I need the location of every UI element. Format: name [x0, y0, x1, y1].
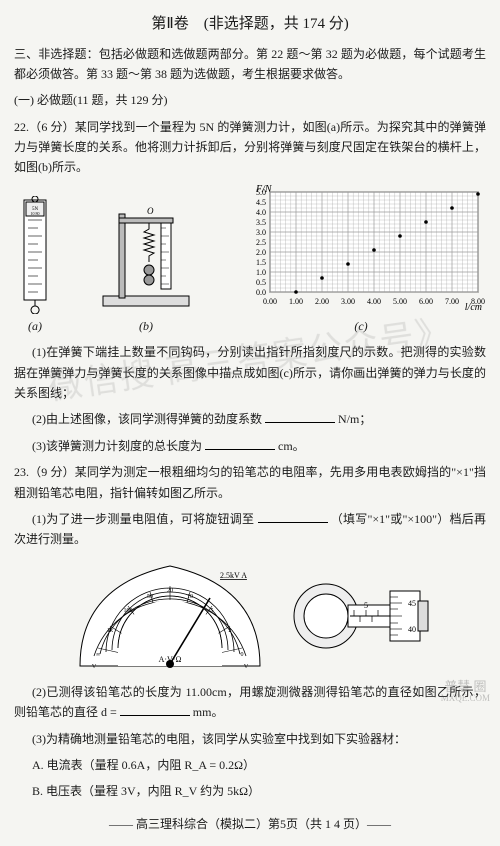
spring-scale-diagram: 5N 10 80	[14, 196, 56, 314]
figure-c-caption: (c)	[354, 316, 367, 336]
svg-text:2.0: 2.0	[256, 248, 266, 257]
q23-stem: 23.（9 分）某同学为测定一根粗细均匀的铅笔芯的电阻率，先用多用电表欧姆挡的"…	[14, 462, 486, 503]
part-1-header: (一) 必做题(11 题，共 129 分)	[14, 90, 486, 110]
q23-p2-blank[interactable]	[120, 703, 190, 716]
svg-text:4.0: 4.0	[256, 208, 266, 217]
svg-text:2: 2	[229, 628, 232, 634]
q23-p1-blank[interactable]	[258, 510, 328, 523]
svg-text:l/cm: l/cm	[465, 302, 482, 313]
svg-text:3.00: 3.00	[341, 297, 355, 306]
svg-text:1.0: 1.0	[256, 268, 266, 277]
svg-text:1.00: 1.00	[289, 297, 303, 306]
svg-text:0: 0	[241, 652, 244, 658]
svg-text:2.5kV A: 2.5kV A	[220, 571, 247, 580]
q23-p1: (1)为了进一步测量电阻值，可将旋钮调至 （填写"×1"或"×100"）档后再次…	[14, 509, 486, 550]
figure-c-cell: 0.00.51.01.52.02.53.03.54.04.55.00.001.0…	[236, 184, 486, 336]
q22-stem: 22.（6 分）某同学找到一个量程为 5N 的弹簧测力计，如图(a)所示。为探究…	[14, 117, 486, 178]
paper-title: 第Ⅱ卷 (非选择题，共 174 分)	[14, 12, 486, 38]
svg-text:100: 100	[124, 608, 133, 614]
figure-b-caption: (b)	[139, 316, 153, 336]
svg-text:45: 45	[408, 599, 416, 608]
svg-text:7.00: 7.00	[445, 297, 459, 306]
q23-p2: (2)已测得该铅笔芯的长度为 11.00cm，用螺旋测微器测得铅笔芯的直径如图乙…	[14, 682, 486, 723]
figure-a-caption: (a)	[28, 316, 42, 336]
svg-text:O: O	[147, 206, 154, 216]
q23-item-b: B. 电压表（量程 3V，内阻 R_V 约为 5kΩ）	[14, 781, 486, 801]
q23-item-a: A. 电流表（量程 0.6A，内阻 R_A = 0.2Ω）	[14, 755, 486, 775]
svg-text:0.0: 0.0	[256, 288, 266, 297]
svg-text:0.5: 0.5	[256, 278, 266, 287]
svg-text:A·V·Ω: A·V·Ω	[159, 655, 182, 664]
svg-text:3.0: 3.0	[256, 228, 266, 237]
svg-text:V: V	[92, 664, 97, 670]
svg-text:5: 5	[364, 601, 368, 610]
svg-text:5: 5	[211, 608, 214, 614]
q22-p3-b: cm。	[278, 439, 305, 453]
q22-p3-blank[interactable]	[205, 437, 275, 450]
svg-text:4.5: 4.5	[256, 198, 266, 207]
svg-text:F/N: F/N	[255, 184, 273, 195]
svg-text:2.5: 2.5	[256, 238, 266, 247]
svg-text:2.00: 2.00	[315, 297, 329, 306]
figure-b-cell: O (b)	[91, 196, 201, 336]
svg-text:50: 50	[147, 594, 153, 600]
q22-p2-a: (2)由上述图像，该同学测得弹簧的劲度系数	[32, 412, 265, 426]
svg-text:10: 10	[187, 594, 193, 600]
q22-p2-b: N/m；	[338, 412, 371, 426]
svg-text:V: V	[244, 664, 249, 670]
section-3-instructions: 三、非选择题：包括必做题和选做题两部分。第 22 题～第 32 题为必做题，每个…	[14, 44, 486, 85]
svg-text:3.5: 3.5	[256, 218, 266, 227]
q23-p3: (3)为精确地测量铅笔芯的电阻，该同学从实验室中找到如下实验器材：	[14, 729, 486, 749]
q23-p2-b: mm。	[193, 705, 224, 719]
force-length-chart: 0.00.51.01.52.02.53.03.54.04.55.00.001.0…	[236, 184, 486, 314]
q22-figure-row: 5N 10 80 (a) O	[14, 184, 486, 336]
q22-p2-blank[interactable]	[265, 410, 335, 423]
svg-text:1k: 1k	[107, 628, 113, 634]
micrometer-diagram: 5 45 40	[290, 561, 430, 671]
svg-text:40: 40	[408, 625, 416, 634]
svg-text:1.5: 1.5	[256, 258, 266, 267]
svg-text:6.00: 6.00	[419, 297, 433, 306]
svg-text:10 80: 10 80	[31, 211, 40, 216]
svg-text:0.00: 0.00	[263, 297, 277, 306]
svg-text:4.00: 4.00	[367, 297, 381, 306]
figure-a-cell: 5N 10 80 (a)	[14, 196, 56, 336]
q22-p3: (3)该弹簧测力计刻度的总长度为 cm。	[14, 436, 486, 456]
q22-p1: (1)在弹簧下端挂上数量不同钩码，分别读出指针所指刻度尺的示数。把测得的实验数据…	[14, 342, 486, 403]
q23-instrument-row: 2.5kV A A·V·Ω ∞ 0 1k 100 50 20 10 5 2 V V 5	[14, 556, 486, 676]
q23-p1-a: (1)为了进一步测量电阻值，可将旋钮调至	[32, 512, 258, 526]
svg-text:∞: ∞	[96, 652, 100, 658]
svg-text:20: 20	[167, 588, 173, 594]
q23-p2-a: (2)已测得该铅笔芯的长度为 11.00cm，用螺旋测微器测得铅笔芯的直径如图乙…	[14, 685, 486, 719]
multimeter-diagram: 2.5kV A A·V·Ω ∞ 0 1k 100 50 20 10 5 2 V V	[70, 556, 270, 676]
page-footer: —— 高三理科综合（模拟二）第5页（共 1 4 页）——	[14, 814, 486, 834]
stand-spring-diagram: O	[91, 196, 201, 314]
q22-p3-a: (3)该弹簧测力计刻度的总长度为	[32, 439, 205, 453]
svg-text:5.00: 5.00	[393, 297, 407, 306]
q22-p2: (2)由上述图像，该同学测得弹簧的劲度系数 N/m；	[14, 409, 486, 429]
